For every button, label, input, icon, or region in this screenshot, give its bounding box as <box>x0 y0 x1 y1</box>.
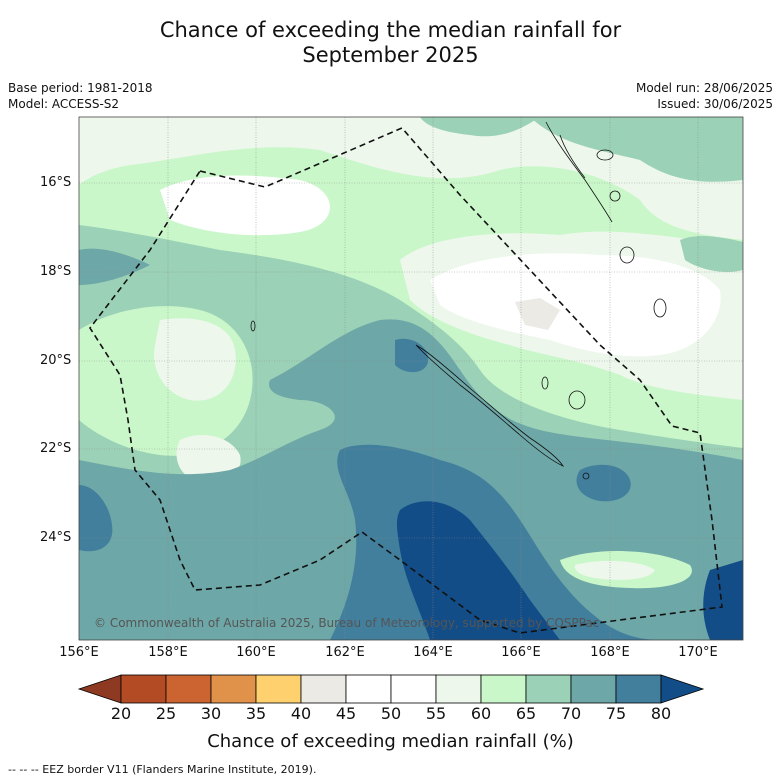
map-gridlines <box>79 117 743 640</box>
lon-label: 170°E <box>678 645 718 660</box>
colorbar-tick: 35 <box>245 704 267 723</box>
colorbar-swatch <box>165 674 212 704</box>
eez-border <box>89 127 723 634</box>
colorbar-tick: 60 <box>470 704 492 723</box>
lat-label: 16°S <box>40 175 72 190</box>
colorbar-min-extend <box>77 674 122 704</box>
colorbar-swatch <box>615 674 662 704</box>
colorbar-swatch <box>120 674 167 704</box>
base-period: Base period: 1981-2018 <box>8 81 153 95</box>
colorbar-tick: 40 <box>290 704 312 723</box>
colorbar-swatch <box>480 674 527 704</box>
colorbar-swatch <box>435 674 482 704</box>
colorbar-tick: 70 <box>560 704 582 723</box>
colorbar-tick: 20 <box>110 704 132 723</box>
colorbar-swatch <box>525 674 572 704</box>
copyright-note: © Commonwealth of Australia 2025, Bureau… <box>94 616 599 630</box>
vanuatu-islands <box>545 121 613 223</box>
map-title: Chance of exceeding the median rainfall … <box>0 18 781 68</box>
lat-label: 18°S <box>40 264 72 279</box>
coastlines <box>250 121 667 480</box>
lon-label: 158°E <box>148 645 188 660</box>
lon-label: 166°E <box>501 645 541 660</box>
colorbar-tick: 80 <box>650 704 672 723</box>
colorbar-tick: 50 <box>380 704 402 723</box>
colorbar-swatch <box>255 674 302 704</box>
lon-label: 156°E <box>59 645 99 660</box>
colorbar-swatch <box>345 674 392 704</box>
colorbar-tick: 30 <box>200 704 222 723</box>
lat-label: 24°S <box>40 530 72 545</box>
colorbar-tick: 75 <box>605 704 627 723</box>
title-line-2: September 2025 <box>302 43 479 67</box>
model-name: Model: ACCESS-S2 <box>8 97 120 111</box>
rainfall-contours <box>79 117 743 640</box>
colorbar-tick: 65 <box>515 704 537 723</box>
eez-legend: -- -- -- EEZ border V11 (Flanders Marine… <box>8 763 317 776</box>
colorbar-swatch <box>390 674 437 704</box>
run-info: Model run: 28/06/2025 Issued: 30/06/2025 <box>636 80 773 112</box>
lat-label: 22°S <box>40 441 72 456</box>
title-line-1: Chance of exceeding the median rainfall … <box>159 18 622 42</box>
model-run: Model run: 28/06/2025 <box>635 81 773 95</box>
map-frame <box>78 116 744 641</box>
lon-label: 162°E <box>325 645 365 660</box>
lat-label: 20°S <box>40 353 72 368</box>
colorbar <box>77 674 705 704</box>
model-info: Base period: 1981-2018 Model: ACCESS-S2 <box>8 80 153 112</box>
colorbar-tick: 45 <box>335 704 357 723</box>
colorbar-tick: 55 <box>425 704 447 723</box>
colorbar-swatch <box>570 674 617 704</box>
new-caledonia-island <box>415 344 565 467</box>
lon-label: 168°E <box>590 645 630 660</box>
colorbar-max-extend <box>660 674 705 704</box>
issued-date: Issued: 30/06/2025 <box>657 97 773 111</box>
lon-label: 160°E <box>236 645 276 660</box>
lon-label: 164°E <box>413 645 453 660</box>
colorbar-swatch <box>210 674 257 704</box>
colorbar-swatch <box>300 674 347 704</box>
colorbar-tick: 25 <box>155 704 177 723</box>
colorbar-label: Chance of exceeding median rainfall (%) <box>207 731 574 752</box>
